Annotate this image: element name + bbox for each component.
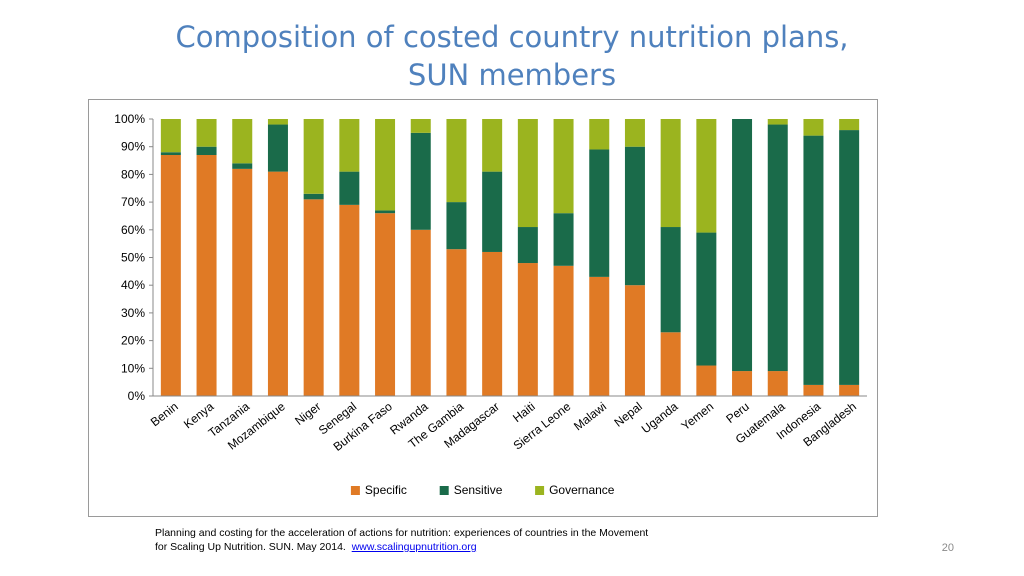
bar-specific xyxy=(196,155,217,396)
bar-sensitive xyxy=(732,119,753,372)
bar-specific xyxy=(803,384,824,396)
bar-specific xyxy=(624,285,645,396)
y-tick-label: 50% xyxy=(121,251,145,265)
bar-governance xyxy=(375,119,396,211)
bar-sensitive xyxy=(196,146,217,156)
x-tick-label: Uganda xyxy=(639,399,681,436)
source-link[interactable]: www.scalingupnutrition.org xyxy=(351,541,477,553)
y-tick-label: 80% xyxy=(121,167,145,181)
bar-governance xyxy=(660,119,681,228)
bar-sensitive xyxy=(303,193,324,200)
legend-swatch-sensitive xyxy=(439,486,449,495)
bar-sensitive xyxy=(410,132,431,230)
slide-title: Composition of costed country nutrition … xyxy=(112,18,912,94)
bar-specific xyxy=(303,199,324,396)
bar-governance xyxy=(232,119,253,164)
bar-sensitive xyxy=(553,213,574,266)
legend-label-specific: Specific xyxy=(365,483,407,497)
bar-governance xyxy=(839,119,860,131)
bar-sensitive xyxy=(803,135,824,385)
y-tick-label: 30% xyxy=(121,306,145,320)
y-tick-label: 10% xyxy=(121,361,145,375)
bar-specific xyxy=(375,213,396,396)
bar-governance xyxy=(410,119,431,133)
y-tick-label: 40% xyxy=(121,278,145,292)
legend-swatch-governance xyxy=(535,486,545,495)
bar-governance xyxy=(339,119,360,172)
bar-sensitive xyxy=(696,232,717,366)
y-tick-label: 20% xyxy=(121,334,145,348)
bar-governance xyxy=(517,119,538,228)
source-caption: Planning and costing for the acceleratio… xyxy=(155,526,775,554)
bar-governance xyxy=(196,119,217,147)
x-tick-label: Haiti xyxy=(510,399,538,425)
bar-specific xyxy=(660,332,681,396)
bar-specific xyxy=(767,371,788,396)
bar-governance xyxy=(696,119,717,233)
bar-governance xyxy=(303,119,324,194)
bar-specific xyxy=(839,384,860,396)
bar-governance xyxy=(624,119,645,147)
bar-specific xyxy=(267,171,288,396)
bar-specific xyxy=(160,155,181,396)
bar-sensitive xyxy=(839,130,860,385)
bar-governance xyxy=(482,119,503,172)
chart-frame: 0% 10% 20% 30% 40% 50% 60% 70% 80% 90% 100% Benin Ke… xyxy=(88,99,878,517)
bar-sensitive xyxy=(160,152,181,156)
bar-sensitive xyxy=(589,149,610,277)
slide-title-line-1: Composition of costed country nutrition … xyxy=(175,20,849,54)
bar-governance xyxy=(553,119,574,214)
stacked-bar-chart: 0%10%20%30%40%50%60%70%80%90%100%Benin Ke… xyxy=(114,112,867,497)
bar-specific xyxy=(696,365,717,396)
caption-line-1: Planning and costing for the acceleratio… xyxy=(155,527,649,539)
bar-governance xyxy=(160,119,181,153)
bar-sensitive xyxy=(482,171,503,252)
page-number: 20 xyxy=(941,542,954,554)
bar-specific xyxy=(232,168,253,396)
bar-specific xyxy=(446,249,467,396)
bar-specific xyxy=(482,251,503,396)
bar-sensitive xyxy=(339,171,360,205)
y-tick-label: 0% xyxy=(128,389,146,403)
bar-specific xyxy=(339,204,360,396)
y-tick-label: 70% xyxy=(121,195,145,209)
bar-governance xyxy=(767,119,788,125)
y-tick-label: 60% xyxy=(121,223,145,237)
legend-swatch-specific xyxy=(350,486,360,495)
bar-specific xyxy=(517,263,538,396)
bar-specific xyxy=(589,276,610,396)
bar-governance xyxy=(446,119,467,203)
bar-sensitive xyxy=(375,210,396,214)
bar-specific xyxy=(732,371,753,396)
caption-source-text: for Scaling Up Nutrition. SUN. May 2014. xyxy=(155,541,346,553)
bar-sensitive xyxy=(267,124,288,172)
x-tick-label: Benin xyxy=(148,399,181,429)
bar-governance xyxy=(803,119,824,136)
bar-sensitive xyxy=(232,163,253,169)
y-tick-label: 100% xyxy=(114,112,145,126)
bar-sensitive xyxy=(767,124,788,372)
x-tick-label: Malawi xyxy=(571,399,609,433)
bar-specific xyxy=(553,265,574,396)
x-tick-label: Yemen xyxy=(678,399,716,433)
legend-label-sensitive: Sensitive xyxy=(454,483,503,497)
bar-sensitive xyxy=(446,202,467,250)
bar-specific xyxy=(410,229,431,396)
x-tick-label: Peru xyxy=(723,399,752,426)
bar-governance xyxy=(267,119,288,125)
bar-sensitive xyxy=(517,227,538,264)
bar-governance xyxy=(589,119,610,150)
y-tick-label: 90% xyxy=(121,140,145,154)
caption-line-2: for Scaling Up Nutrition. SUN. May 2014.… xyxy=(155,540,775,554)
legend-label-governance: Governance xyxy=(549,483,615,497)
bar-sensitive xyxy=(660,227,681,333)
bar-sensitive xyxy=(624,146,645,286)
slide-title-line-2: SUN members xyxy=(407,58,617,92)
